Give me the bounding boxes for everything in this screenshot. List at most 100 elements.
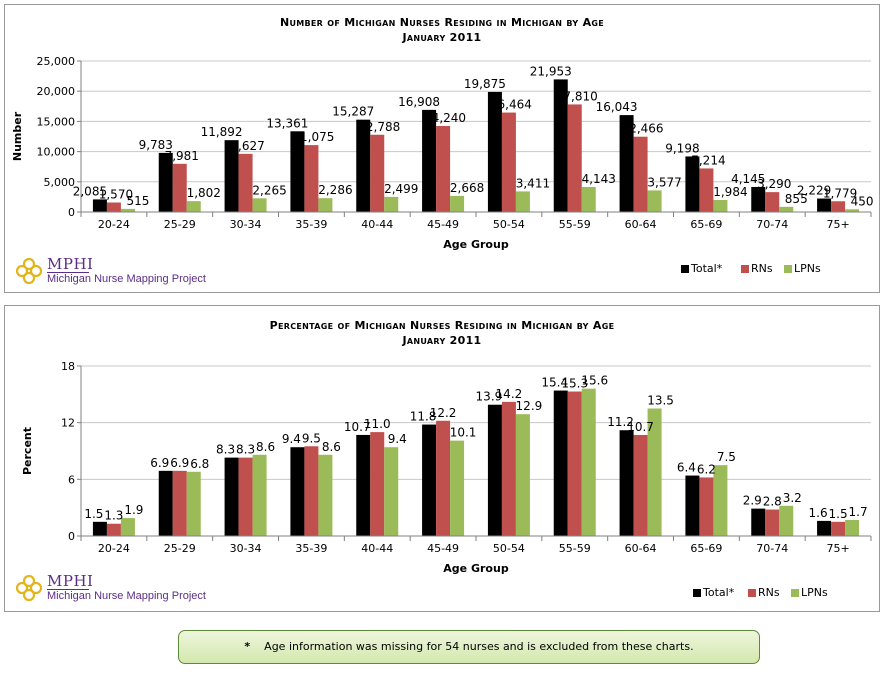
x-tick-label: 50-54 [493,542,525,555]
y-tick-label: 0 [68,206,75,219]
data-label-total: 10.7 [344,420,371,434]
data-label-rns: 1.3 [104,509,123,523]
bar-rns [501,401,516,536]
data-label-lpns: 8.6 [322,440,341,454]
x-tick-label: 20-24 [98,218,130,231]
bar-lpns [515,191,530,212]
bar-total [487,91,502,212]
data-label-lpns: 15.6 [581,374,608,388]
legend-swatch-lpns [784,265,792,273]
bar-lpns [120,518,135,536]
data-label-total: 13.9 [476,390,503,404]
data-label-lpns: 450 [851,194,874,208]
data-label-rns: 1,570 [99,188,133,202]
number-chart: 0 5,000 10,000 15,000 20,000 25,000 20-24 25-29… [11,55,874,251]
bar-rns [699,168,714,212]
legend-swatch-total [693,589,701,597]
bar-total [487,404,502,536]
bar-total [290,131,305,212]
data-label-rns: 6.2 [697,462,716,476]
x-tick-label: 65-69 [690,542,722,555]
data-label-total: 6.4 [677,461,696,475]
bar-total [553,79,568,213]
x-tick-label: 50-54 [493,218,525,231]
bar-total [224,140,239,212]
x-tick-label: 30-34 [230,218,262,231]
y-tick-label: 6 [68,473,75,486]
bar-rns [436,420,451,536]
bar-lpns [384,196,399,212]
chart-title: Percentage of Michigan Nurses Residing i… [269,319,615,332]
bar-rns [765,192,780,212]
chart-subtitle: January 2011 [402,334,482,347]
data-label-total: 4,145 [731,172,765,186]
chart-subtitle: January 2011 [402,31,482,44]
percent-chart: 0 6 12 18 20-24 25-29 30-34 35-39 40-44 45-49 50-5… [21,360,872,575]
bar-lpns [450,440,465,536]
data-label-total: 13,361 [266,116,308,130]
bar-rns [501,112,516,212]
legend-label-total: Total* [703,586,735,599]
mphi-logo-icon [15,574,43,602]
data-label-rns: 9,627 [230,139,264,153]
data-label-lpns: 7.5 [717,450,736,464]
data-label-rns: 12,788 [358,120,400,134]
x-axis-title: Age Group [443,238,509,251]
data-label-rns: 11,075 [292,130,334,144]
bar-rns [436,125,451,212]
bar-total [817,198,832,212]
data-label-lpns: 6.8 [190,457,209,471]
logo-divider [47,589,89,590]
bar-rns [106,202,121,212]
x-tick-label: 70-74 [756,542,788,555]
data-label-rns: 6.9 [170,456,189,470]
mphi-logo: MPHI Michigan Nurse Mapping Project [13,255,213,289]
bar-lpns [845,519,860,536]
bar-total [290,447,305,536]
data-label-lpns: 1.9 [124,503,143,517]
data-label-total: 9,198 [665,141,699,155]
x-tick-label: 25-29 [164,542,196,555]
bar-total [92,521,107,536]
bar-total [356,119,371,212]
bar-lpns [252,454,267,536]
bar-total [619,115,634,212]
data-label-total: 9.4 [282,432,301,446]
data-label-total: 2.9 [743,494,762,508]
data-label-lpns: 515 [126,194,149,208]
data-label-lpns: 3,411 [516,176,550,190]
bar-rns [172,163,187,212]
bar-rns [106,523,121,536]
bar-lpns [713,465,728,536]
bar-lpns [647,190,662,212]
bar-total [685,156,700,212]
bar-rns [370,134,385,212]
bar-total [422,424,437,536]
logo-name: MPHI [47,572,94,590]
bar-rns [567,104,582,212]
data-label-total: 11.8 [410,410,437,424]
legend-swatch-rns [741,265,749,273]
data-label-total: 9,783 [139,138,173,152]
data-label-lpns: 2,668 [450,181,484,195]
bar-lpns [845,209,860,212]
legend-swatch-lpns [791,589,799,597]
data-label-rns: 12,466 [622,122,664,136]
bar-total [224,457,239,536]
bar-total [553,390,568,536]
x-axis-title: Age Group [443,562,509,575]
x-tick-label: 40-44 [361,218,393,231]
bar-rns [304,446,319,536]
data-label-lpns: 1,984 [713,185,747,199]
data-label-total: 1.5 [84,507,103,521]
x-tick-label: 75+ [826,542,849,555]
data-label-rns: 7,981 [165,149,199,163]
data-label-lpns: 855 [785,192,808,206]
logo-name: MPHI [47,255,94,273]
data-label-rns: 1,779 [823,186,857,200]
x-tick-label: 45-49 [427,218,459,231]
x-tick-label: 45-49 [427,542,459,555]
bar-rns [831,201,846,212]
number-chart-panel: Number of Michigan Nurses Residing in Mi… [4,4,880,293]
data-label-rns: 14.2 [496,387,523,401]
